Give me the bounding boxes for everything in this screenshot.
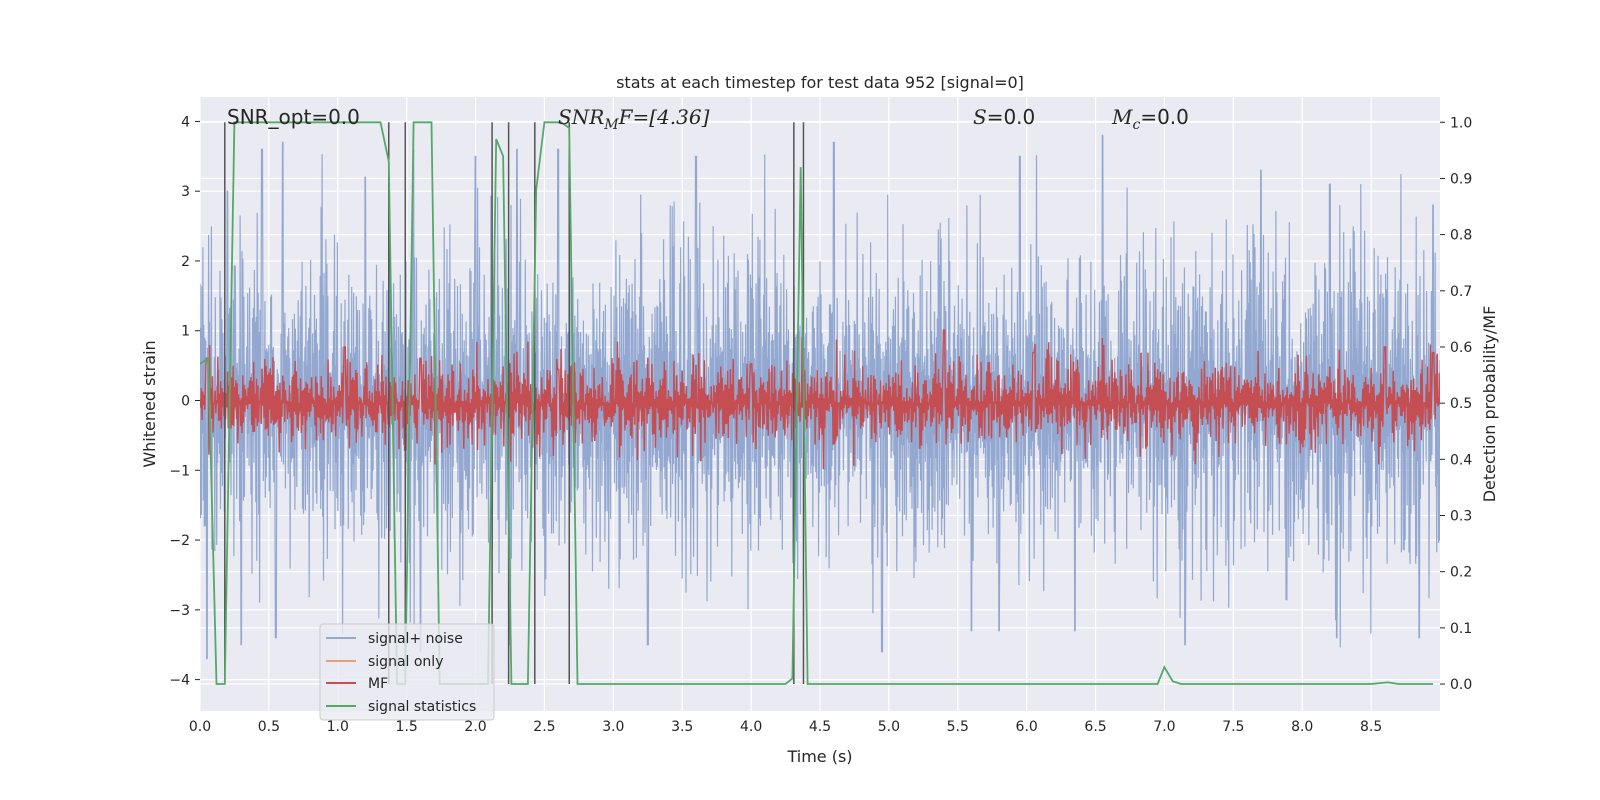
legend: signal+ noise signal only MF signal stat… xyxy=(319,623,495,721)
legend-label-signal-noise: signal+ noise xyxy=(368,631,463,647)
x-tick-label: 7.0 xyxy=(1153,719,1175,735)
y2-tick-label: 0.1 xyxy=(1450,621,1472,637)
x-tick-label: 2.5 xyxy=(533,719,555,735)
y-tick-label: −1 xyxy=(169,463,190,479)
x-axis-label: Time (s) xyxy=(786,747,852,766)
plot-content xyxy=(200,121,1440,685)
y2-axis-label: Detection probability/MF xyxy=(1480,306,1499,503)
y2-tick-label: 1.0 xyxy=(1450,115,1472,131)
x-tick-label: 1.5 xyxy=(396,719,418,735)
x-tick-label: 0.0 xyxy=(189,719,211,735)
x-tick-label: 0.5 xyxy=(258,719,280,735)
annotation-snr-mf: SNRMF=[4.36] xyxy=(558,105,710,133)
y-tick-label: 2 xyxy=(181,254,190,270)
annotation-mc-sub: c xyxy=(1132,117,1140,133)
x-tick-label: 5.5 xyxy=(947,719,969,735)
x-tick-label: 5.0 xyxy=(878,719,900,735)
y2-tick-label: 0.2 xyxy=(1450,565,1472,581)
x-tick-label: 6.0 xyxy=(1016,719,1038,735)
y2-tick-label: 0.4 xyxy=(1450,452,1472,468)
annotation-snr-mf-rest: F=[4.36] xyxy=(618,105,710,129)
y-tick-label: 1 xyxy=(181,324,190,340)
x-tick-label: 2.0 xyxy=(464,719,486,735)
annotation-mc-symbol: M xyxy=(1111,105,1133,129)
y2-tick-label: 0.9 xyxy=(1450,171,1472,187)
annotation-s: S=0.0 xyxy=(973,105,1035,129)
annotation-mc: Mc=0.0 xyxy=(1111,105,1189,133)
x-tick-label: 3.5 xyxy=(671,719,693,735)
series-mf-line xyxy=(200,329,1440,470)
y2-tick-label: 0.0 xyxy=(1450,677,1472,693)
legend-label-mf: MF xyxy=(368,676,388,692)
x-tick-label: 8.0 xyxy=(1291,719,1313,735)
annotation-mc-rest: =0.0 xyxy=(1140,105,1189,129)
tick-labels: 0.0 0.5 1.0 1.5 2.0 2.5 3.0 3.5 4.0 4.5 5.0 5.5 6.0 6… xyxy=(169,114,1472,735)
chart-title: stats at each timestep for test data 952… xyxy=(616,73,1024,92)
y2-tick-label: 0.6 xyxy=(1450,340,1472,356)
y-tick-label: −3 xyxy=(169,603,190,619)
y-tick-label: −4 xyxy=(169,673,190,689)
legend-label-signal-statistics: signal statistics xyxy=(368,699,476,715)
annotation-s-symbol: S xyxy=(973,105,987,129)
y-tick-label: −2 xyxy=(169,533,190,549)
x-tick-label: 8.5 xyxy=(1360,719,1382,735)
y-tick-label: 4 xyxy=(181,114,190,130)
annotation-s-rest: =0.0 xyxy=(987,105,1036,129)
y2-tick-label: 0.7 xyxy=(1450,284,1472,300)
y-tick-label: 0 xyxy=(181,394,190,410)
series-signal-statistics-line xyxy=(200,121,1434,685)
y2-tick-label: 0.5 xyxy=(1450,396,1472,412)
y-axis-label: Whitened strain xyxy=(140,340,159,467)
y-tick-label: 3 xyxy=(181,184,190,200)
y2-tick-label: 0.8 xyxy=(1450,228,1472,244)
annotation-snr-mf-sub: M xyxy=(603,117,619,133)
x-tick-label: 1.0 xyxy=(327,719,349,735)
legend-box xyxy=(319,623,495,721)
y2-tick-label: 0.3 xyxy=(1450,509,1472,525)
annotation-snr-opt: SNR_opt=0.0 xyxy=(227,105,360,129)
x-tick-label: 3.0 xyxy=(602,719,624,735)
x-tick-label: 4.0 xyxy=(740,719,762,735)
x-tick-label: 4.5 xyxy=(809,719,831,735)
legend-label-signal-only: signal only xyxy=(368,654,443,670)
annotation-snr-mf-symbol: SNR xyxy=(558,105,604,129)
x-tick-label: 7.5 xyxy=(1222,719,1244,735)
x-tick-label: 6.5 xyxy=(1084,719,1106,735)
